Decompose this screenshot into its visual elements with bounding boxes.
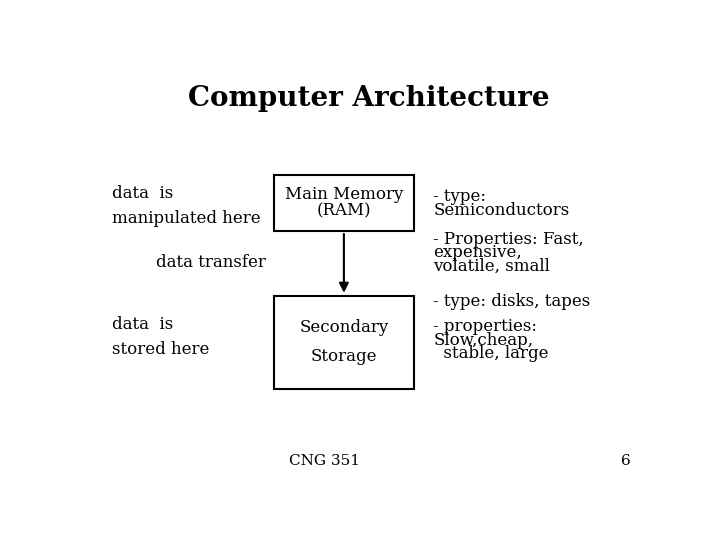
Text: Computer Architecture: Computer Architecture	[188, 85, 550, 112]
Text: Main Memory: Main Memory	[284, 186, 403, 203]
Bar	[274, 175, 413, 231]
Bar	[274, 295, 413, 389]
Text: Semiconductors: Semiconductors	[433, 202, 570, 219]
Text: Secondary: Secondary	[300, 319, 389, 336]
Text: - properties:: - properties:	[433, 318, 537, 335]
Text: - Properties: Fast,: - Properties: Fast,	[433, 231, 584, 248]
Text: Slow,cheap,: Slow,cheap,	[433, 332, 534, 348]
Text: - type:: - type:	[433, 188, 486, 205]
Text: CNG 351: CNG 351	[289, 454, 360, 468]
Text: expensive,: expensive,	[433, 244, 522, 261]
Text: (RAM): (RAM)	[317, 203, 372, 220]
Text: data  is
stored here: data is stored here	[112, 316, 210, 358]
Text: Storage: Storage	[310, 348, 377, 366]
Text: data transfer: data transfer	[156, 254, 266, 271]
Text: - type: disks, tapes: - type: disks, tapes	[433, 293, 590, 310]
Text: data  is
manipulated here: data is manipulated here	[112, 185, 261, 227]
Text: stable, large: stable, large	[433, 345, 549, 362]
Text: volatile, small: volatile, small	[433, 258, 550, 274]
Text: 6: 6	[621, 454, 631, 468]
